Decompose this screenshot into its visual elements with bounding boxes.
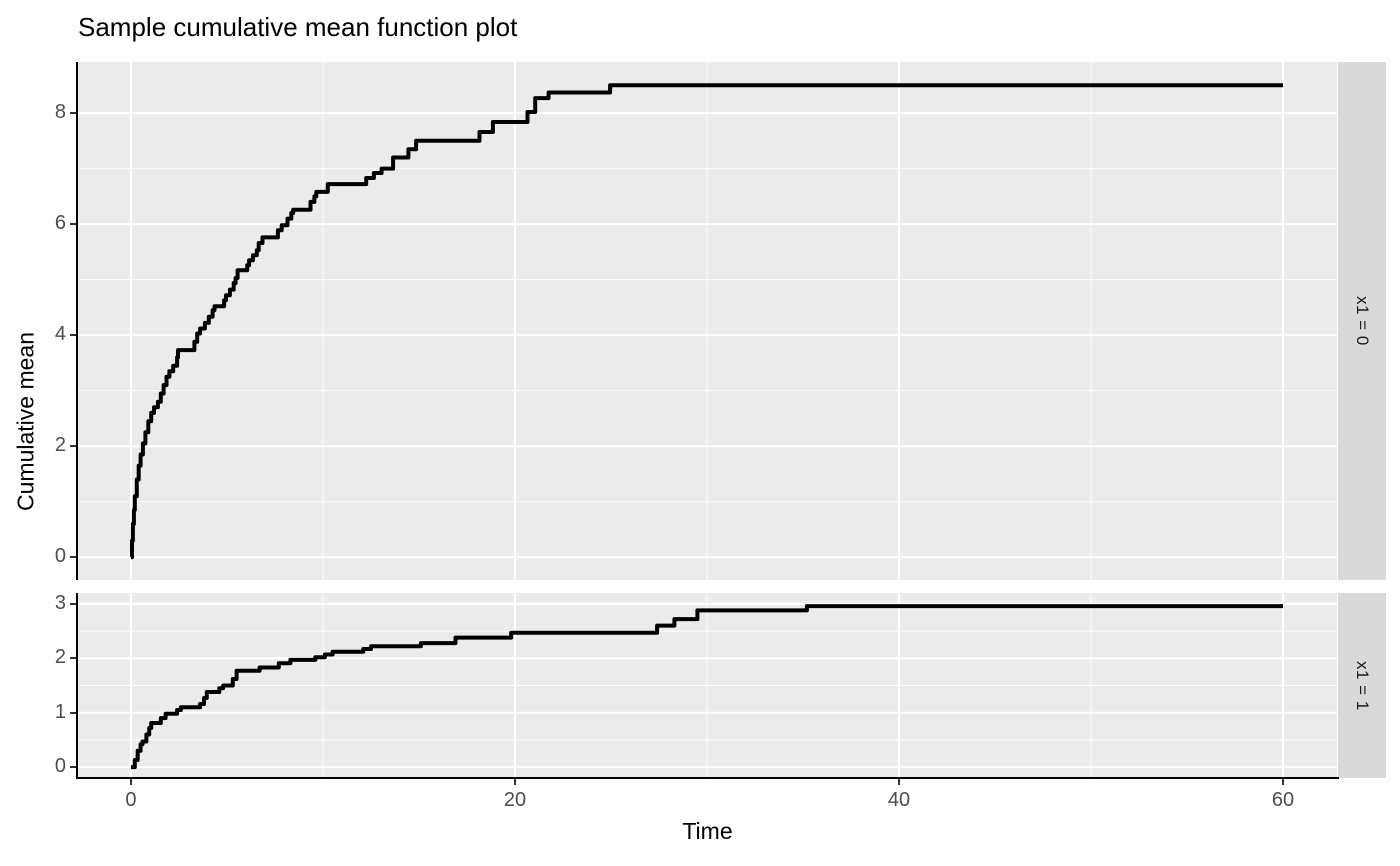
facet-strip-x1-0: x1 = 0 <box>1338 62 1386 580</box>
y-axis-line-top-panel <box>76 62 78 580</box>
facet-strip-x1-1: x1 = 1 <box>1338 593 1386 778</box>
cumulative-mean-step-line <box>131 604 1283 770</box>
y-tick-mark <box>70 657 76 660</box>
y-tick-mark <box>70 223 76 226</box>
y-tick-mark <box>70 112 76 115</box>
x-tick-label: 60 <box>1271 789 1295 811</box>
x-tick-label: 40 <box>887 789 911 811</box>
chart-title: Sample cumulative mean function plot <box>78 12 518 42</box>
y-tick-label: 2 <box>54 434 66 457</box>
y-tick-mark <box>70 711 76 714</box>
y-tick-label: 3 <box>54 591 66 614</box>
y-tick-mark <box>70 766 76 769</box>
x-axis-title: Time <box>682 818 733 844</box>
x-axis-line <box>76 777 1339 779</box>
facet-strip-label: x1 = 0 <box>1353 296 1372 346</box>
y-axis-title: Cumulative mean <box>12 332 39 511</box>
facet-panel-x1-1 <box>78 593 1337 778</box>
y-tick-label: 0 <box>54 545 66 568</box>
facet-panel-x1-0 <box>78 62 1337 580</box>
y-tick-mark <box>70 602 76 605</box>
x-tick-mark <box>898 779 901 785</box>
x-tick-label: 0 <box>125 789 137 811</box>
facet-strip-label: x1 = 1 <box>1353 660 1372 711</box>
y-tick-mark <box>70 556 76 559</box>
y-tick-label: 6 <box>54 212 66 235</box>
y-tick-label: 2 <box>54 646 66 669</box>
x-tick-mark <box>1282 779 1285 785</box>
y-tick-mark <box>70 334 76 337</box>
y-tick-label: 1 <box>54 700 66 723</box>
x-tick-mark <box>129 779 132 785</box>
x-tick-mark <box>514 779 516 785</box>
y-tick-mark <box>70 445 76 448</box>
y-tick-label: 0 <box>54 755 66 778</box>
y-tick-label: 8 <box>54 101 66 124</box>
x-tick-label: 20 <box>503 789 527 811</box>
y-axis-line-bottom-panel <box>76 593 78 778</box>
y-tick-label: 4 <box>54 323 66 346</box>
cumulative-mean-step-line <box>130 83 1283 560</box>
